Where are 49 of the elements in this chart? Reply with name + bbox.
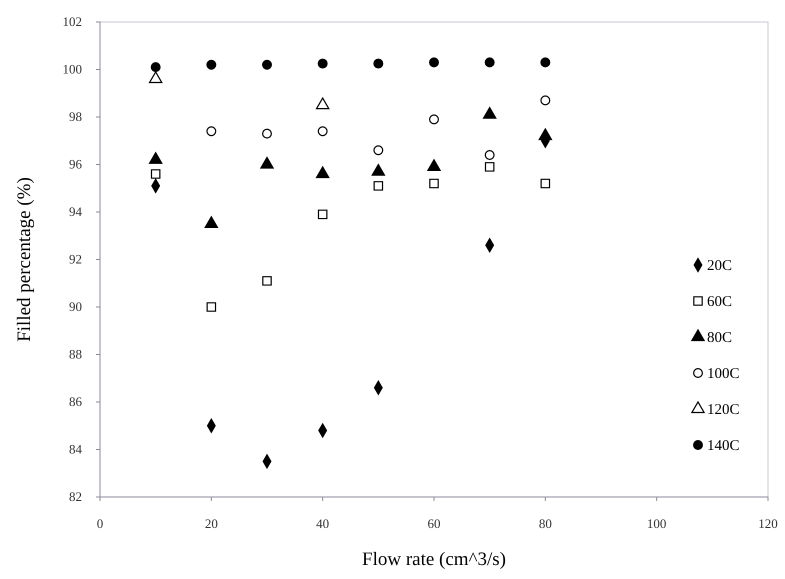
y-tick-label: 96 [69, 156, 82, 172]
point [318, 126, 328, 136]
point [374, 181, 384, 191]
y-tick-label: 92 [69, 252, 82, 267]
x-tick-label: 40 [316, 516, 330, 532]
point [429, 114, 439, 124]
y-tick-label: 100 [62, 62, 82, 77]
point [262, 128, 272, 139]
legend-label: 100C [707, 366, 740, 382]
point [318, 58, 328, 69]
x-tick-label: 60 [428, 516, 440, 532]
y-tick-label: 88 [69, 346, 82, 362]
y-tick-label: 90 [69, 299, 82, 314]
legend-label: 20C [707, 258, 732, 274]
point [262, 60, 272, 70]
point [429, 57, 439, 68]
x-tick-label: 120 [758, 516, 778, 532]
point [484, 150, 495, 160]
point [540, 57, 550, 68]
legend-label: 140C [707, 438, 740, 454]
point [150, 169, 160, 179]
x-tick-label: 100 [646, 516, 666, 532]
point [206, 302, 216, 312]
y-tick-label: 98 [69, 109, 82, 124]
point [540, 178, 550, 188]
y-tick-label: 82 [69, 489, 82, 504]
x-tick-label: 80 [538, 516, 552, 532]
x-tick-label: 0 [96, 516, 104, 532]
y-tick-label: 86 [69, 394, 82, 410]
point [540, 95, 550, 106]
point [429, 178, 439, 188]
point [262, 276, 272, 286]
y-tick-label: 94 [69, 204, 82, 220]
legend-label: 120C [707, 402, 740, 418]
point [150, 62, 161, 72]
y-axis-title: Filled percentage (%) [14, 177, 35, 342]
point [206, 60, 216, 70]
legend-label: 80C [707, 330, 732, 346]
point [373, 58, 384, 69]
point [206, 126, 216, 136]
legend-label: 60C [707, 294, 732, 310]
x-tick-label: 20 [204, 516, 218, 532]
point [484, 57, 495, 68]
point [318, 210, 328, 220]
point [484, 162, 494, 172]
point [373, 145, 384, 156]
y-tick-label: 84 [69, 442, 82, 457]
x-axis-title: Flow rate (cm^3/s) [362, 549, 506, 570]
y-tick-label: 102 [62, 14, 82, 30]
